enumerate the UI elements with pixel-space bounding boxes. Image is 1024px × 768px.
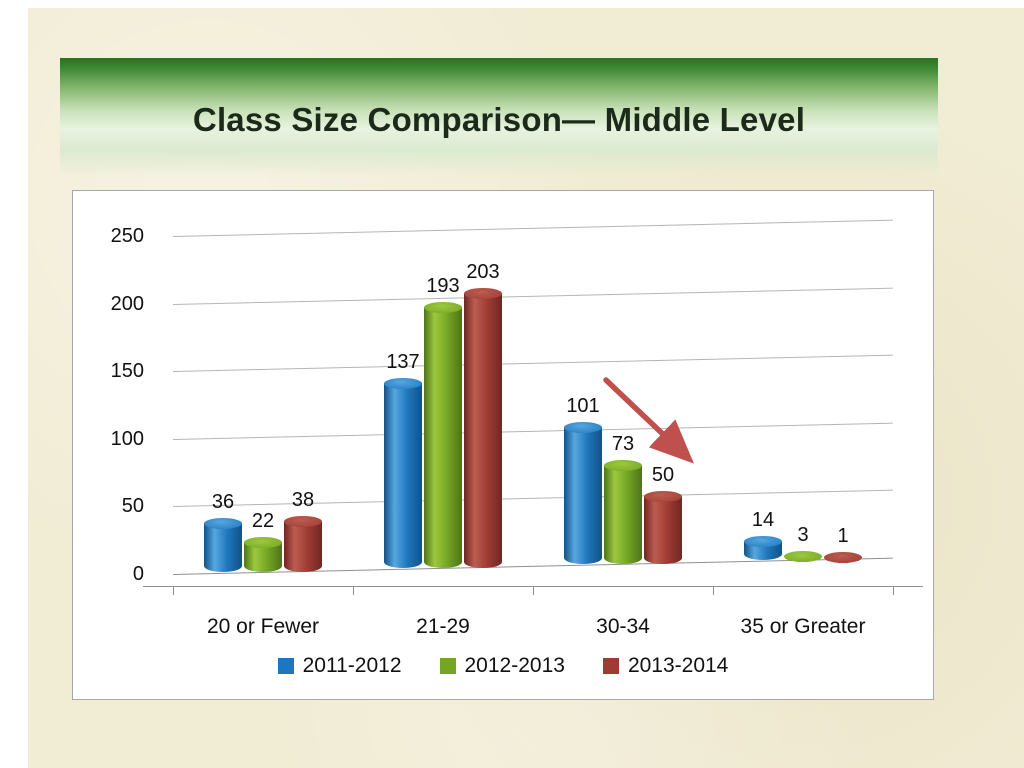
bar-top-cap <box>784 550 822 562</box>
bar-top-cap <box>744 535 782 547</box>
chart-frame: 0 50 100 150 200 250 36 22 38 137 193 203 101 73 50 14… <box>72 190 934 700</box>
legend-item: 2013-2014 <box>602 654 729 678</box>
y-tick-label: 100 <box>110 427 144 450</box>
bar <box>464 288 502 568</box>
legend: 2011-2012 2012-2013 2013-2014 <box>73 654 933 678</box>
legend-label: 2013-2014 <box>627 654 729 677</box>
y-tick-label: 250 <box>110 225 144 247</box>
legend-item: 2011-2012 <box>277 654 402 678</box>
bar <box>784 550 822 562</box>
bar-value-label: 73 <box>611 433 635 456</box>
bar-value-label: 14 <box>751 508 775 531</box>
bar-top-cap <box>644 491 682 503</box>
down-trend-arrow-icon <box>603 377 694 464</box>
bar-top-cap <box>424 301 462 313</box>
bar <box>744 535 782 560</box>
bar-value-label: 193 <box>426 274 460 297</box>
bar-value-label: 101 <box>566 395 600 418</box>
bar <box>824 552 862 564</box>
legend-swatch <box>277 658 294 674</box>
category-label: 21-29 <box>416 615 470 638</box>
bar-top-cap <box>824 552 862 564</box>
plot-area: 36 22 38 137 193 203 101 73 50 14 3 1 <box>172 219 893 575</box>
gridline <box>172 490 893 508</box>
bar-top-cap <box>244 537 282 549</box>
bar-value-label: 22 <box>251 510 275 533</box>
x-axis-tick <box>893 586 894 595</box>
title-banner: Class Size Comparison— Middle Level <box>60 58 938 176</box>
legend-label: 2011-2012 <box>302 654 402 677</box>
gridline <box>172 422 893 440</box>
bar <box>424 301 462 568</box>
bar-value-label: 50 <box>651 464 675 487</box>
bar <box>204 518 242 572</box>
slide-background: Class Size Comparison— Middle Level 0 50 1… <box>28 8 1024 768</box>
bar-top-cap <box>384 377 422 389</box>
bar-value-label: 1 <box>837 525 849 548</box>
category-label: 20 or Fewer <box>206 615 320 638</box>
bar <box>564 422 602 564</box>
category-labels: 20 or Fewer 21-29 30-34 35 or Greater <box>173 615 893 645</box>
y-tick-label: 150 <box>110 360 144 383</box>
bar <box>384 377 422 568</box>
bar-top-cap <box>464 288 502 300</box>
legend-swatch <box>602 658 619 674</box>
bar-value-label: 137 <box>386 350 420 373</box>
category-label: 35 or Greater <box>740 615 866 638</box>
y-tick-label: 200 <box>110 292 144 315</box>
bar <box>644 491 682 564</box>
bar-value-label: 203 <box>466 261 500 284</box>
x-axis-tick <box>353 586 354 595</box>
x-axis-tick <box>713 586 714 595</box>
page-title: Class Size Comparison— Middle Level <box>192 101 806 138</box>
x-axis-tick <box>173 586 174 595</box>
legend-swatch <box>439 658 456 674</box>
gridline <box>172 354 893 373</box>
bar-top-cap <box>204 518 242 530</box>
bar-value-label: 38 <box>291 488 315 511</box>
legend-item: 2012-2013 <box>439 654 565 678</box>
bar-value-label: 3 <box>797 523 809 546</box>
category-label: 30-34 <box>596 615 650 638</box>
y-tick-label: 50 <box>121 495 144 518</box>
bar <box>244 537 282 572</box>
y-tick-label: 0 <box>132 563 144 585</box>
gridline <box>172 219 893 237</box>
legend-label: 2012-2013 <box>464 654 565 677</box>
bar-top-cap <box>604 460 642 472</box>
bar-top-cap <box>564 422 602 434</box>
y-axis-labels: 0 50 100 150 200 250 <box>73 225 158 585</box>
bar-top-cap <box>284 515 322 527</box>
gridline <box>172 287 893 305</box>
bar <box>604 460 642 564</box>
bar <box>284 515 322 572</box>
bar-value-label: 36 <box>211 491 235 514</box>
x-axis-tick <box>533 586 534 595</box>
